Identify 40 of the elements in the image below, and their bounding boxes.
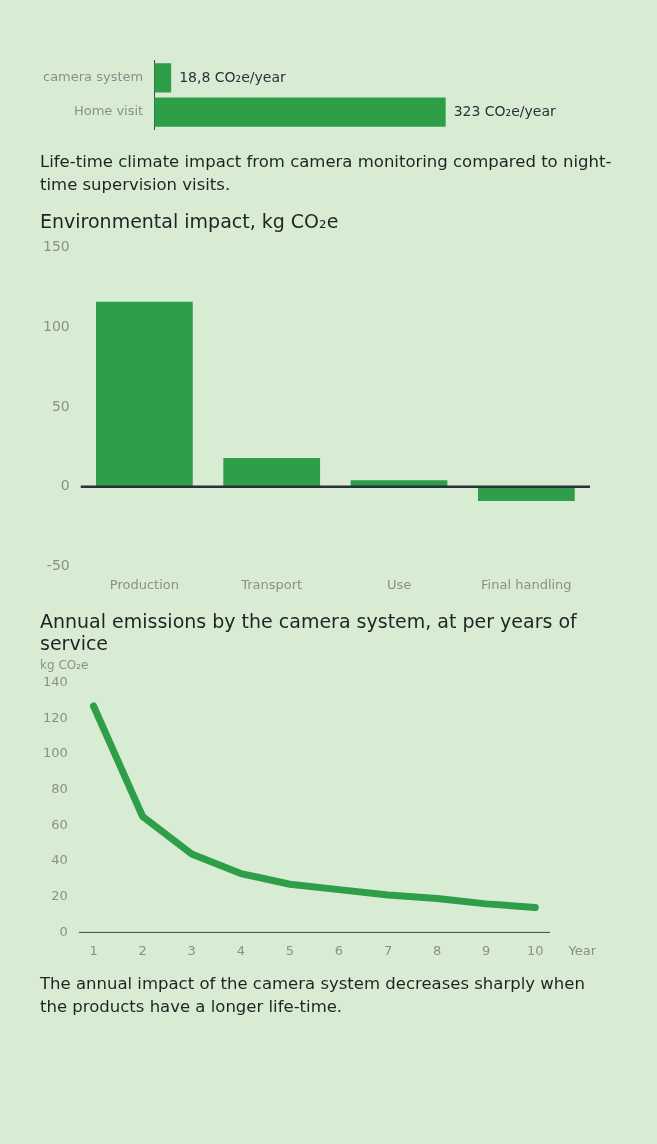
- y-tick-label: 20: [51, 888, 68, 904]
- y-tick-label: 100: [42, 317, 70, 334]
- y-tick-label: 150: [42, 238, 70, 255]
- x-tick-label: 9: [482, 942, 491, 958]
- y-tick-label: 0: [60, 477, 70, 494]
- y-tick-label: 60: [51, 816, 68, 832]
- x-tick-label: Final handling: [481, 576, 572, 592]
- y-tick-label: 40: [51, 852, 68, 868]
- x-tick-label: Production: [109, 576, 179, 592]
- y-tick-label: 80: [51, 781, 68, 797]
- y-tick-label: 50: [51, 397, 70, 414]
- bar: [477, 486, 575, 502]
- y-tick-label: Home visit: [73, 103, 144, 119]
- y-tick-label: -50: [46, 557, 70, 574]
- x-tick-label: Use: [386, 576, 412, 592]
- data-label: 18,8 CO₂e/year: [179, 68, 287, 85]
- data-label: 323 CO₂e/year: [453, 102, 557, 119]
- x-tick-label: 5: [285, 942, 295, 958]
- x-tick-label: 1: [89, 942, 98, 958]
- x-tick-label: 10: [527, 942, 544, 958]
- chart-title: Annual emissions by the camera system, at per years of service: [40, 610, 578, 655]
- text: Life-time climate impact from camera monitoring compared to night-time supervision visits.: [40, 151, 613, 197]
- x-tick-label: 3: [187, 942, 196, 958]
- x-tick-label: 6: [334, 942, 344, 958]
- y-axis-title: kg CO₂e: [40, 658, 90, 673]
- y-tick-label: 0: [59, 923, 68, 939]
- text: The annual impact of the camera system decreases sharply when the products have a longer life-time.: [40, 973, 586, 1019]
- y-tick-label: camera system: [43, 69, 144, 85]
- x-tick-label: 2: [138, 942, 147, 958]
- chart-title: Environmental impact, kg CO₂e: [40, 210, 340, 233]
- x-axis-title: Year: [568, 943, 596, 959]
- y-tick-label: 100: [42, 745, 68, 761]
- y-tick-label: 140: [42, 674, 68, 690]
- x-tick-label: Transport: [240, 576, 303, 592]
- bar: [96, 301, 193, 487]
- x-tick-label: 7: [383, 942, 393, 958]
- x-tick-label: 8: [432, 942, 442, 958]
- y-tick-label: 120: [42, 710, 68, 726]
- x-tick-label: 4: [236, 942, 245, 958]
- bar: [223, 458, 321, 487]
